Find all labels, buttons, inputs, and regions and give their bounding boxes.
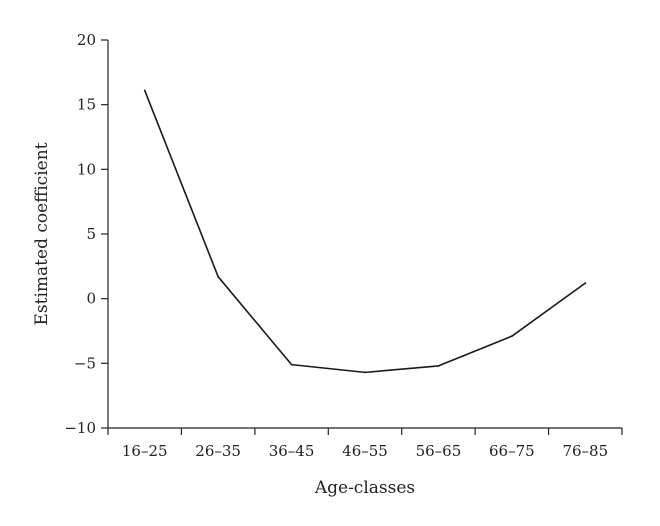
data-point: [217, 275, 220, 278]
y-axis: −10 −5 0 5 10 15 20: [64, 31, 109, 437]
x-tick-label: 36–45: [269, 442, 315, 460]
data-point: [290, 363, 293, 366]
x-tick-label: 16–25: [122, 442, 168, 460]
data-point: [510, 335, 513, 338]
y-tick-label: 0: [86, 290, 96, 308]
x-tick-label: 56–65: [416, 442, 462, 460]
series-line: [143, 90, 586, 374]
y-tick-label: 10: [77, 160, 96, 178]
y-tick-label: −5: [74, 354, 96, 372]
data-point: [143, 89, 146, 92]
y-tick-label: 20: [77, 31, 96, 49]
x-axis-title: Age-classes: [314, 478, 415, 498]
series-group: [143, 89, 587, 374]
x-tick-label: 26–35: [195, 442, 241, 460]
y-tick-label: 5: [86, 225, 96, 243]
x-tick-label: 46–55: [342, 442, 388, 460]
data-point: [437, 365, 440, 367]
y-axis-title: Estimated coefficient: [32, 142, 52, 325]
y-tick-label: 15: [77, 96, 96, 114]
x-tick-label: 76–85: [562, 442, 608, 460]
data-point: [364, 371, 366, 374]
y-tick-label: −10: [64, 419, 96, 437]
x-tick-label: 66–75: [489, 442, 535, 460]
x-axis: 16–25 26–35 36–45 46–55 56–65 66–75 76–85: [107, 427, 623, 460]
data-point: [584, 282, 587, 285]
